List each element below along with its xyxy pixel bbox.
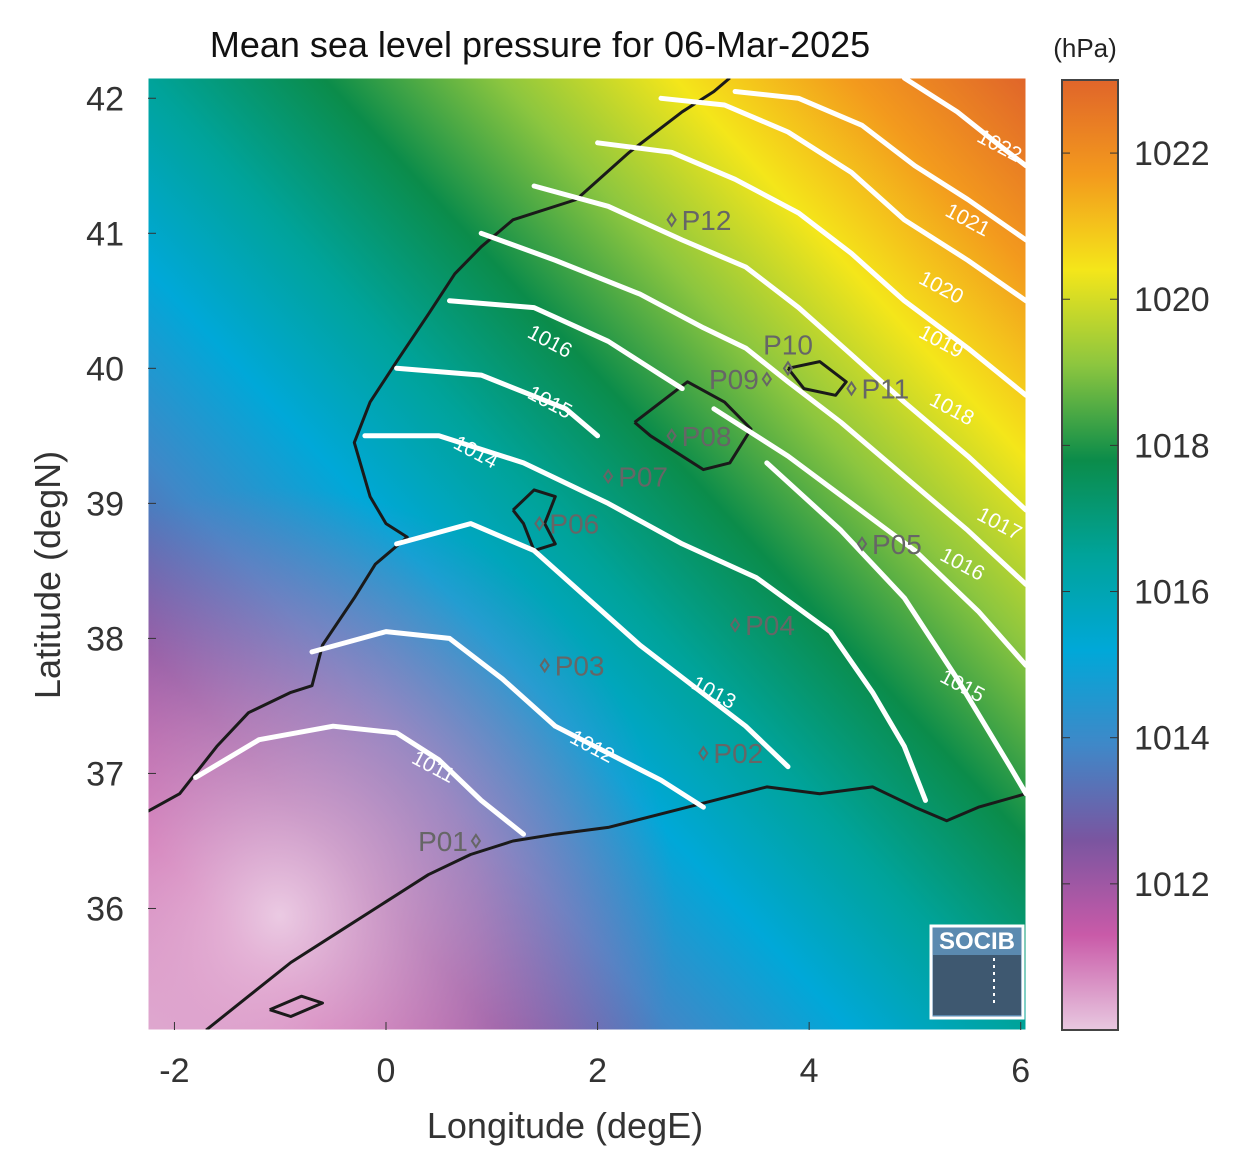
isobar-1019 bbox=[595, 140, 1026, 398]
x-tick-label: 4 bbox=[800, 1052, 819, 1090]
station-marker-p08 bbox=[666, 428, 677, 444]
y-tick-label: 37 bbox=[86, 755, 124, 793]
map-area: 1011 101210131014101510151016101610171018… bbox=[148, 78, 1026, 1030]
station-marker-p01 bbox=[470, 833, 482, 849]
station-marker-p06 bbox=[534, 515, 545, 532]
station-marker-p10 bbox=[782, 360, 794, 377]
coastline-5 bbox=[511, 488, 557, 553]
station-label-p02: P02 bbox=[713, 738, 763, 769]
socib-logo: SOCIB bbox=[929, 924, 1025, 1020]
coastline-1 bbox=[148, 78, 731, 813]
y-axis-ticks: 36 37 38 39 40 41 42 bbox=[86, 80, 156, 929]
station-marker-p03 bbox=[539, 657, 550, 674]
colorbar-scale bbox=[1061, 79, 1119, 1031]
x-tick-label: 6 bbox=[1011, 1052, 1030, 1090]
station-marker-p02 bbox=[698, 745, 709, 761]
station-marker-p07 bbox=[602, 468, 614, 485]
station-label-p07: P07 bbox=[618, 461, 668, 492]
station-marker-p05 bbox=[856, 536, 868, 552]
colorbar-tick-label: 1012 bbox=[1134, 866, 1210, 904]
colorbar: 1012 1014 1016 1018 1020 1022 (hPa) bbox=[1053, 33, 1210, 1031]
isobar-1016 bbox=[447, 298, 685, 392]
isobar-1018 bbox=[531, 183, 1026, 513]
x-tick-label: 2 bbox=[588, 1052, 607, 1090]
colorbar-tick-label: 1018 bbox=[1134, 427, 1210, 465]
isobar-1020 bbox=[658, 95, 1026, 304]
isobar-1013 bbox=[394, 521, 791, 770]
station-label-p03: P03 bbox=[555, 650, 605, 681]
station-label-p12: P12 bbox=[682, 205, 732, 236]
station-label-p01: P01 bbox=[418, 826, 468, 857]
x-tick-label: 0 bbox=[377, 1052, 396, 1090]
isobar-1016 bbox=[711, 406, 1026, 668]
low-pressure-center bbox=[148, 78, 1026, 1030]
y-tick-label: 41 bbox=[86, 215, 124, 253]
y-tick-label: 42 bbox=[86, 80, 124, 118]
x-tick-label: -2 bbox=[159, 1052, 189, 1090]
y-tick-label: 36 bbox=[86, 891, 124, 929]
station-label-p04: P04 bbox=[745, 610, 795, 641]
station-label-p05: P05 bbox=[872, 529, 922, 560]
socib-logo-text: SOCIB bbox=[939, 928, 1015, 955]
coastline-4 bbox=[786, 360, 848, 397]
station-label-p08: P08 bbox=[682, 421, 732, 452]
station-marker-p04 bbox=[729, 617, 741, 633]
colorbar-tick-label: 1016 bbox=[1134, 574, 1210, 612]
isobar-1012 bbox=[309, 629, 706, 810]
coastlines bbox=[148, 78, 1026, 1030]
x-axis-label: Longitude (degE) bbox=[427, 1105, 703, 1146]
colorbar-tick-label: 1022 bbox=[1134, 135, 1210, 173]
isobar-1015 bbox=[394, 365, 601, 439]
station-marker-p09 bbox=[761, 371, 773, 387]
colorbar-tick-label: 1014 bbox=[1134, 720, 1210, 758]
station-label-p10: P10 bbox=[763, 329, 813, 360]
colorbar-tick-label: 1020 bbox=[1134, 281, 1210, 319]
y-tick-label: 39 bbox=[86, 485, 124, 523]
y-axis-label: Latitude (degN) bbox=[27, 451, 68, 699]
chart-title: Mean sea level pressure for 06-Mar-2025 bbox=[210, 24, 870, 65]
y-tick-label: 40 bbox=[86, 350, 124, 388]
isobar-1022 bbox=[901, 78, 1026, 169]
coastline-6 bbox=[269, 994, 324, 1018]
coastline-2 bbox=[205, 785, 1026, 1030]
isobar-1011 bbox=[193, 723, 526, 837]
isobar-1021 bbox=[732, 89, 1026, 243]
map-frame bbox=[147, 77, 1027, 1031]
colorbar-unit: (hPa) bbox=[1053, 33, 1117, 63]
colorbar-ticks: 1012 1014 1016 1018 1020 1022 bbox=[1062, 135, 1210, 904]
x-axis-ticks: -2 0 2 4 6 bbox=[159, 1022, 1030, 1090]
isobar-1014 bbox=[362, 433, 928, 803]
isobar-1015 bbox=[764, 460, 1026, 797]
isobar-1017 bbox=[478, 230, 1026, 587]
station-marker-p11 bbox=[846, 380, 857, 397]
station-marker-p12 bbox=[666, 211, 677, 228]
station-label-p11: P11 bbox=[862, 374, 910, 405]
station-label-p09: P09 bbox=[709, 364, 759, 395]
y-tick-label: 38 bbox=[86, 620, 124, 658]
station-label-p06: P06 bbox=[549, 509, 599, 540]
coastline-3 bbox=[633, 380, 753, 472]
socib-logo-band bbox=[933, 955, 1021, 1015]
